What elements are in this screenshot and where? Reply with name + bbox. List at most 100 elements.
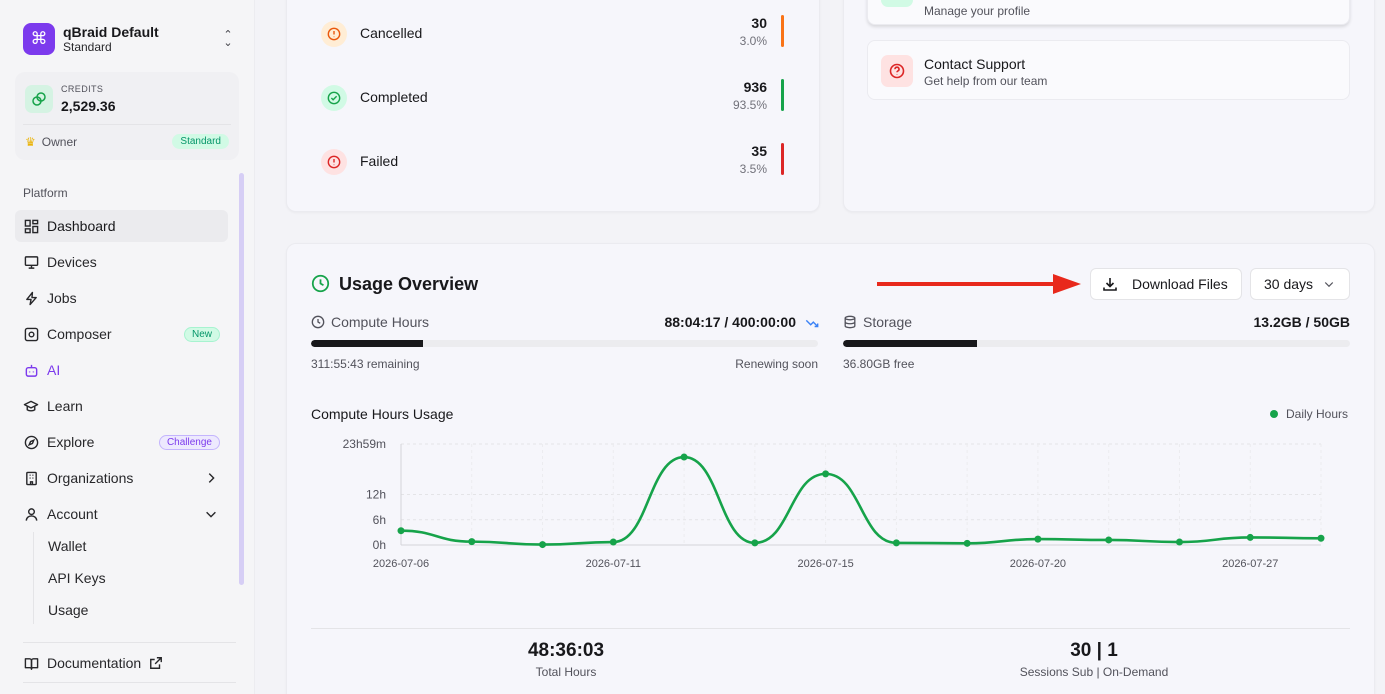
red-arrow-annotation <box>877 274 1081 294</box>
chart-title: Compute Hours Usage <box>311 406 454 422</box>
legend-label: Daily Hours <box>1286 407 1349 421</box>
section-label-platform: Platform <box>23 186 68 200</box>
graduation-cap-icon <box>23 398 39 414</box>
manage-profile-link[interactable]: Manage your profile <box>867 0 1350 25</box>
sidebar-item-label: Devices <box>47 254 97 270</box>
database-icon <box>843 315 857 329</box>
data-point <box>1246 533 1254 541</box>
compute-hours-progress-fill <box>311 340 423 347</box>
status-bar <box>781 79 784 111</box>
sidebar-item-account[interactable]: Account <box>15 498 228 530</box>
user-icon <box>23 506 39 522</box>
compute-hours-progress <box>311 340 818 347</box>
sidebar-item-documentation[interactable]: Documentation <box>15 647 228 679</box>
date-range-select[interactable]: 30 days <box>1250 268 1350 300</box>
contact-support-link[interactable]: Contact Support Get help from our team <box>867 40 1350 100</box>
org-switcher[interactable]: ⌘ qBraid Default Standard ⌃ ⌄ <box>23 23 235 55</box>
data-point <box>1317 534 1325 542</box>
chevron-right-icon[interactable] <box>204 471 218 488</box>
x-tick-label: 2026-07-11 <box>586 558 641 570</box>
chevron-down-icon[interactable] <box>204 507 218 524</box>
usage-overview-card <box>286 243 1375 694</box>
status-label: Cancelled <box>360 25 423 41</box>
sidebar-item-label: Learn <box>47 398 83 414</box>
clock-icon <box>311 274 330 298</box>
y-tick-label: 23h59m <box>343 437 386 451</box>
help-circle-icon <box>881 55 913 87</box>
sidebar: ⌘ qBraid Default Standard ⌃ ⌄ CREDITS 2,5… <box>0 0 255 694</box>
bot-icon <box>23 362 39 378</box>
sidebar-subitem-api-keys[interactable]: API Keys <box>48 570 106 586</box>
chart-legend: Daily Hours <box>1270 407 1348 421</box>
storage-free: 36.80GB free <box>843 357 915 371</box>
sidebar-item-label: AI <box>47 362 61 378</box>
compute-hours-value: 88:04:17 / 400:00:00 <box>664 314 796 330</box>
storage-label: Storage <box>843 314 912 330</box>
status-count: 30 <box>751 15 767 31</box>
sidebar-item-organizations[interactable]: Organizations <box>15 462 228 494</box>
status-label: Failed <box>360 153 399 169</box>
data-point <box>539 541 547 549</box>
sidebar-item-learn[interactable]: Learn <box>15 390 228 422</box>
y-tick-label: 12h <box>366 488 386 502</box>
status-label: Completed <box>360 89 428 105</box>
chevrons-up-down-icon[interactable]: ⌃ ⌄ <box>223 28 233 49</box>
role: ♛ Owner <box>25 135 77 149</box>
credits-card: CREDITS 2,529.36 ♛ Owner Standard <box>15 72 239 160</box>
coins-icon <box>25 85 53 113</box>
monitor-icon <box>23 254 39 270</box>
x-tick-label: 2026-07-15 <box>797 558 853 570</box>
composer-icon <box>23 326 39 342</box>
submenu-line <box>33 532 34 624</box>
series-line-daily-hours <box>399 455 1323 546</box>
sidebar-item-devices[interactable]: Devices <box>15 246 228 278</box>
sidebar-item-jobs[interactable]: Jobs <box>15 282 228 314</box>
divider <box>23 642 236 643</box>
sidebar-item-explore[interactable]: Explore Challenge <box>15 426 228 458</box>
data-point <box>963 539 971 547</box>
x-tick-label: 2026-07-27 <box>1222 558 1278 570</box>
credits-label: CREDITS <box>61 84 104 94</box>
status-percent: 3.5% <box>739 162 767 176</box>
sidebar-item-label: Explore <box>47 434 95 450</box>
status-row-completed: Completed 936 93.5% <box>321 79 787 119</box>
org-name: qBraid Default <box>63 23 159 40</box>
storage-progress-fill <box>843 340 977 347</box>
sidebar-item-ai[interactable]: AI <box>15 354 228 386</box>
status-row-failed: Failed 35 3.5% <box>321 143 787 183</box>
sidebar-subitem-wallet[interactable]: Wallet <box>48 538 87 554</box>
download-files-label: Download Files <box>1132 276 1228 292</box>
total-hours-label: Total Hours <box>535 665 597 679</box>
compute-hours-text: Compute Hours <box>331 314 430 330</box>
compute-remaining: 311:55:43 remaining <box>311 357 420 371</box>
dashboard-icon <box>23 218 39 234</box>
data-point <box>1105 536 1113 544</box>
x-tick-label: 2026-07-20 <box>1010 558 1066 570</box>
sidebar-item-dashboard[interactable]: Dashboard <box>15 210 228 242</box>
status-row-cancelled: Cancelled 30 3.0% <box>321 15 787 55</box>
sidebar-item-composer[interactable]: Composer New <box>15 318 228 350</box>
crown-icon: ♛ <box>25 135 36 149</box>
status-bar <box>781 15 784 47</box>
sessions-value: 30 | 1 <box>1070 640 1118 661</box>
data-point <box>1175 538 1183 546</box>
command-icon: ⌘ <box>23 23 55 55</box>
sidebar-item-label: Documentation <box>47 655 142 671</box>
data-point <box>1034 535 1042 543</box>
storage-progress <box>843 340 1350 347</box>
data-point <box>751 539 759 547</box>
check-circle-icon <box>321 85 347 111</box>
manage-profile-subtitle: Manage your profile <box>924 4 1031 18</box>
storage-value: 13.2GB / 50GB <box>1253 314 1351 330</box>
data-point <box>822 470 830 478</box>
data-point <box>468 538 476 546</box>
usage-overview-title: Usage Overview <box>339 274 479 294</box>
status-count: 936 <box>743 79 767 95</box>
download-files-button[interactable]: Download Files <box>1090 268 1242 300</box>
org-plan: Standard <box>63 39 112 54</box>
compute-hours-label: Compute Hours <box>311 314 429 330</box>
sidebar-subitem-usage[interactable]: Usage <box>48 602 89 618</box>
plan-badge: Standard <box>172 134 229 149</box>
x-tick-label: 2026-07-06 <box>373 558 429 570</box>
scrollbar[interactable] <box>239 173 244 585</box>
